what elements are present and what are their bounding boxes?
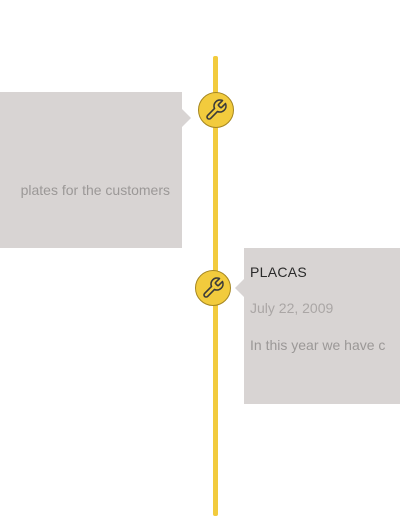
timeline-card-2: PLACAS July 22, 2009 In this year we hav…: [235, 248, 400, 404]
card-pointer: [182, 109, 191, 127]
wrench-icon: [195, 270, 231, 306]
card-title: PLACAS: [250, 264, 308, 280]
card-description: plates for the customers: [20, 182, 170, 198]
card-date: July 22, 2009: [250, 300, 334, 316]
card-description: In this year we have c: [250, 337, 386, 353]
card-pointer: [235, 279, 244, 297]
timeline-card-1: plates for the customers: [0, 92, 191, 248]
wrench-icon: [198, 92, 234, 128]
